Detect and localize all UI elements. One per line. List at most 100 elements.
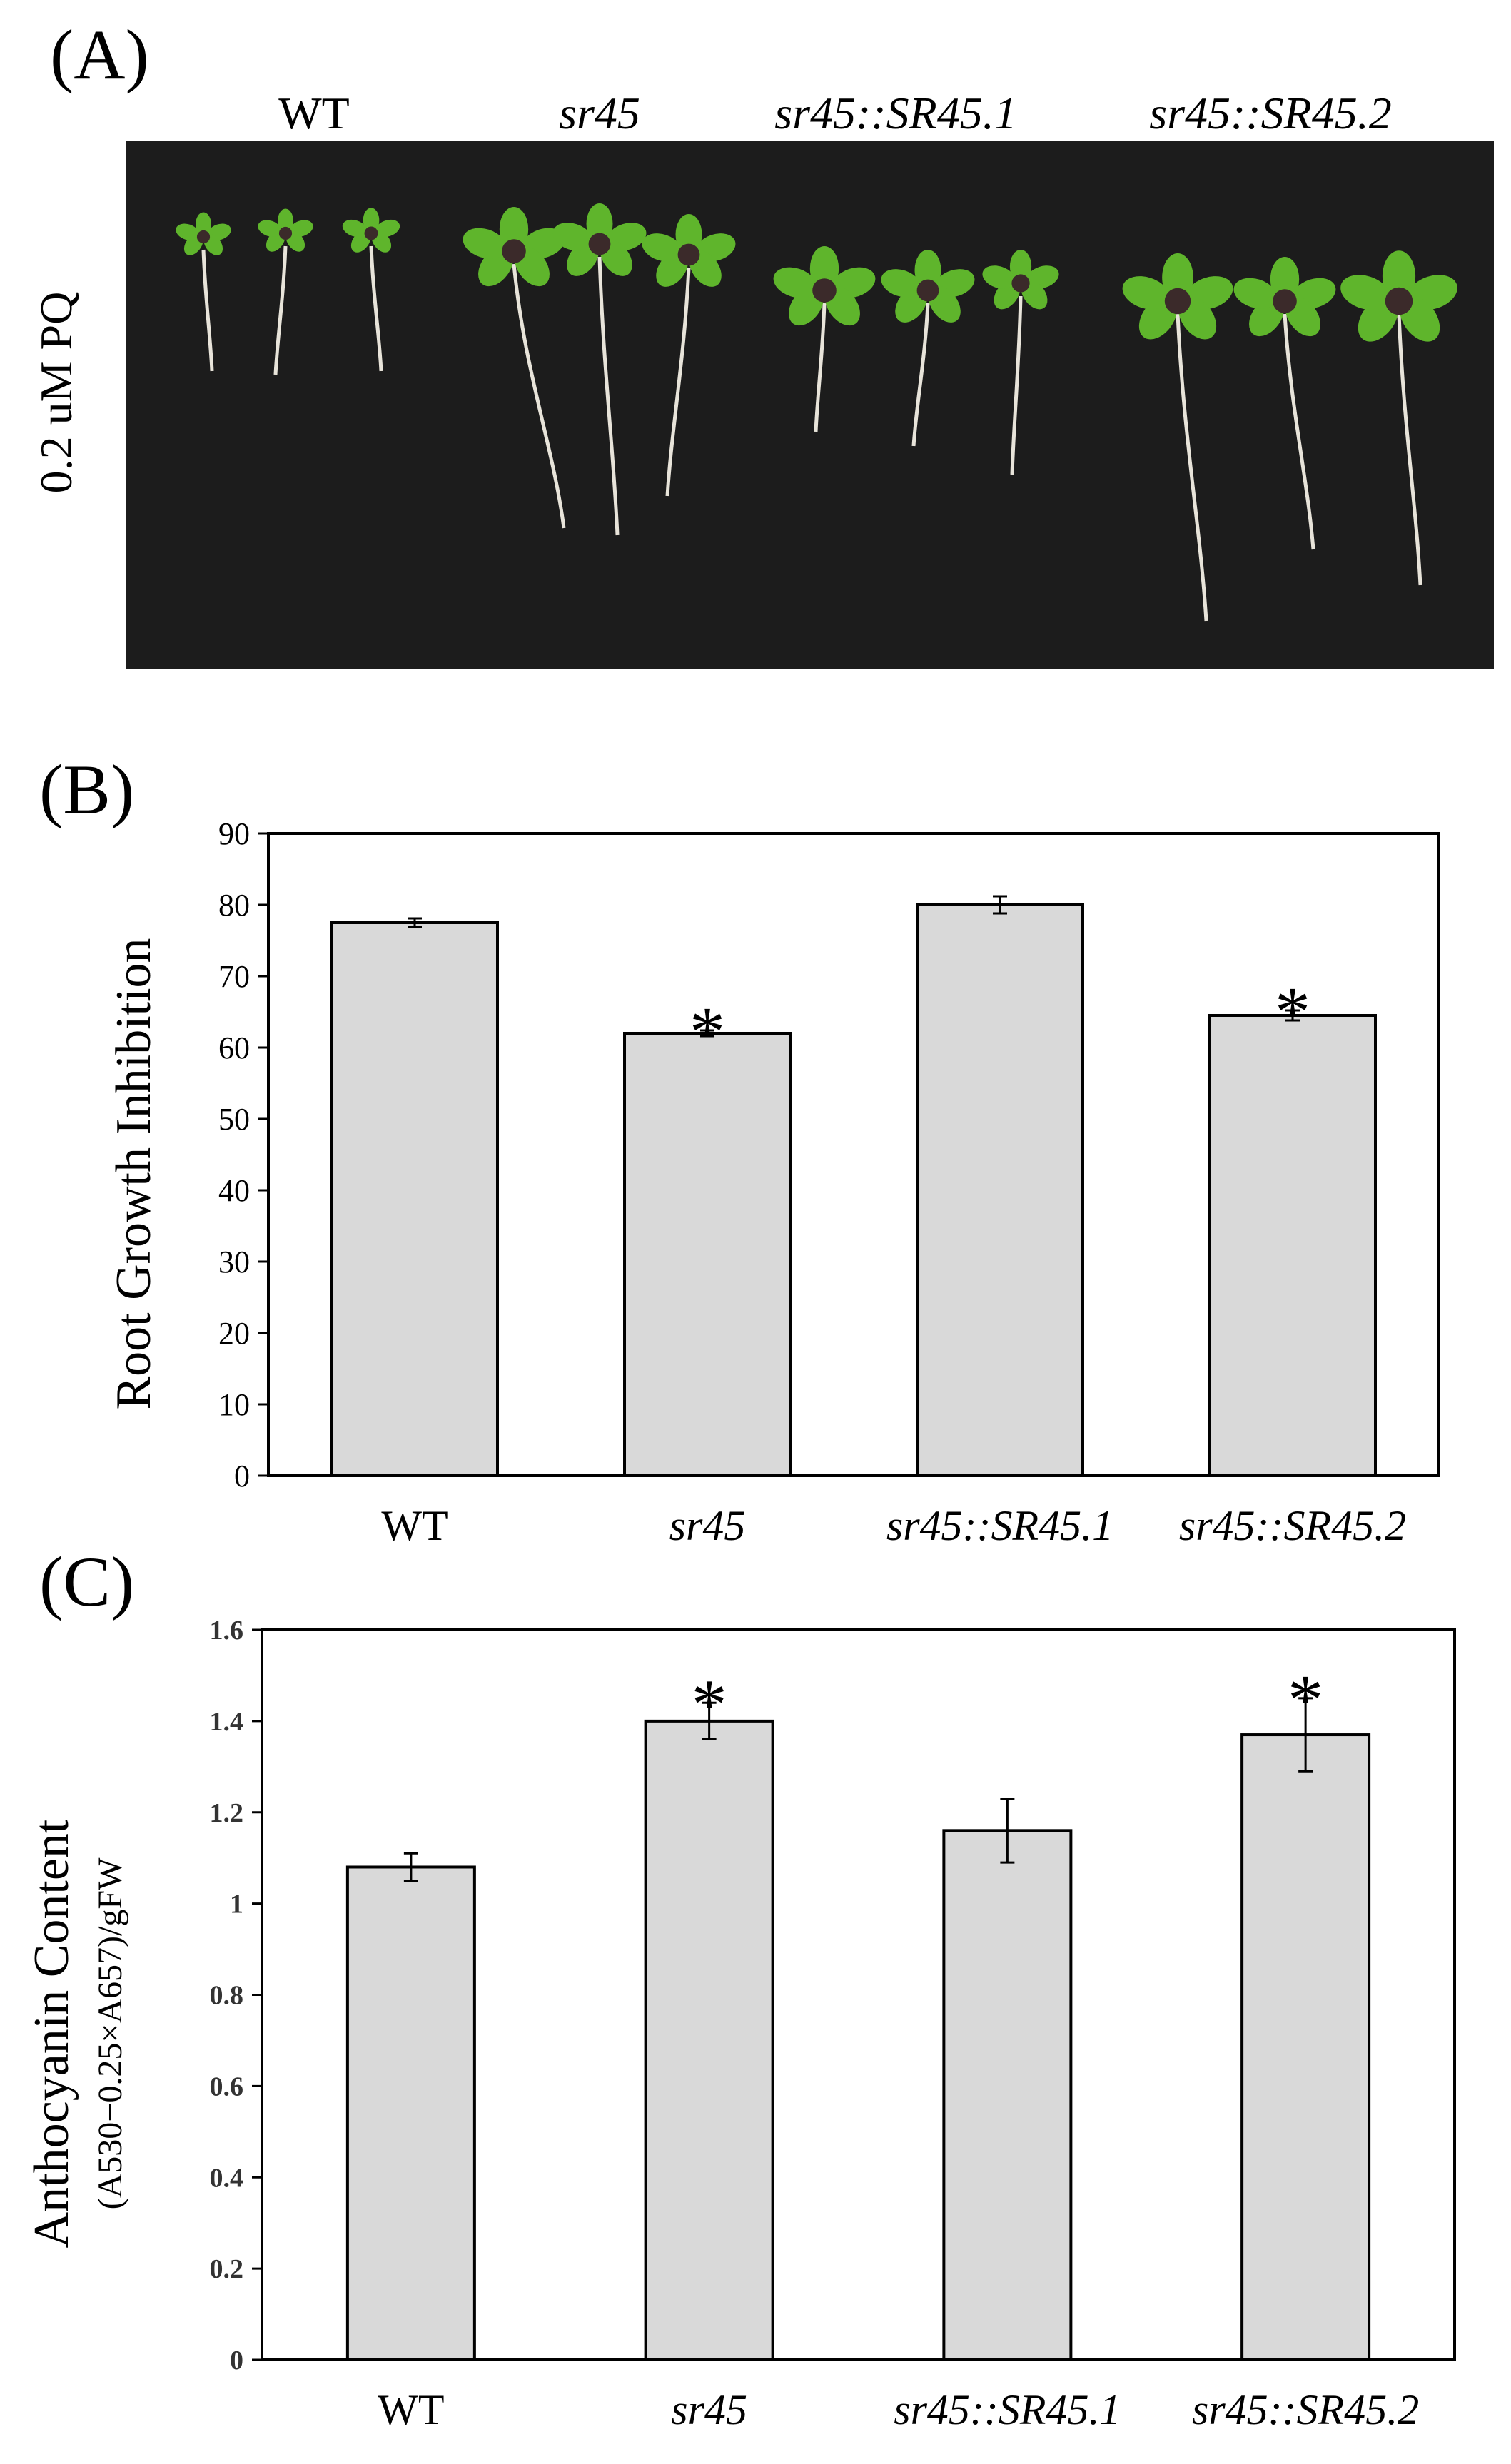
seedling-leaf <box>809 245 839 291</box>
seedling-center <box>588 233 611 255</box>
chart-c-bar-sr45 <box>644 1719 774 2361</box>
seedling-leaf <box>1233 278 1278 309</box>
chart-c-category-label: sr45::SR45.1 <box>894 2386 1121 2433</box>
chart-b-category-label: WT <box>381 1502 448 1549</box>
chart-b-y-tick-label: 20 <box>218 1316 250 1351</box>
seedling-leaf <box>1270 256 1300 302</box>
seedling-root <box>201 249 214 372</box>
chart-b-y-axis-title: Root Growth Inhibition <box>106 938 161 1409</box>
seedling-leaf <box>1340 275 1390 310</box>
seedling-leaf <box>552 223 593 251</box>
seedling-leaf <box>1162 253 1193 302</box>
genotype-label-sr45-sr45-1: sr45::SR45.1 <box>774 88 1017 138</box>
seedling-illustrations <box>176 203 1457 622</box>
condition-label: 0.2 uM PQ <box>31 292 81 494</box>
chart-b-y-tick-label: 30 <box>218 1244 250 1279</box>
chart-c-y-tick-label: 0.2 <box>210 2254 244 2284</box>
chart-c-category-label: sr45::SR45.2 <box>1192 2386 1419 2433</box>
chart-c-y-tick-label: 1.2 <box>210 1798 244 1828</box>
seedling-leaf <box>881 269 921 298</box>
chart-b-plot-frame <box>267 832 1440 1477</box>
seedling-root <box>273 245 288 375</box>
chart-c-y-tick-label: 1.4 <box>210 1707 244 1737</box>
seedling-leaf <box>463 228 507 259</box>
seedling-leaf <box>196 212 211 237</box>
seedling-leaf <box>1009 250 1032 283</box>
seedling-leaf <box>363 208 380 233</box>
seedling-center <box>677 243 700 266</box>
chart-b-bar-wt <box>330 921 499 1477</box>
chart-c-y-tick-label: 0.4 <box>210 2163 244 2193</box>
seedling-leaf <box>642 233 682 262</box>
seedling-center <box>1385 287 1413 315</box>
chart-c-y-axis-subtitle: (A530−0.25×A657)/gFW <box>91 1857 129 2209</box>
chart-b-y-tick-label: 70 <box>218 959 250 994</box>
chart-c-y-axis-title: Anthocyanin Content <box>24 1819 79 2248</box>
seedling-root <box>369 245 383 372</box>
seedling-root <box>1176 313 1208 622</box>
chart-b-bar-sr45-sr45-1 <box>916 903 1084 1477</box>
seedling-center <box>812 278 837 303</box>
seedling-center <box>1273 289 1297 313</box>
genotype-label-sr45-sr45-2: sr45::SR45.2 <box>1149 88 1392 138</box>
seedling-center <box>1164 288 1191 315</box>
seedling-leaf <box>982 265 1015 289</box>
chart-b-y-tick-label: 80 <box>218 888 250 923</box>
chart-b-y-tick-label: 0 <box>234 1459 250 1494</box>
chart-b-bar-sr45 <box>623 1032 792 1477</box>
chart-c-category-label: WT <box>378 2386 444 2433</box>
genotype-label-wt: WT <box>278 88 350 138</box>
panel-b: (B) Root Growth Inhibition 0 10 20 30 40 50 60… <box>39 750 1440 1549</box>
seedling-center <box>364 226 378 240</box>
chart-b-category-label: sr45::SR45.1 <box>886 1502 1113 1549</box>
chart-b-category-label: sr45::SR45.2 <box>1179 1502 1406 1549</box>
seedling-leaf <box>1382 250 1416 302</box>
seedling-root <box>1283 313 1315 550</box>
seedling-leaf <box>914 249 941 291</box>
seedling-photo <box>126 141 1494 669</box>
chart-c-y-tick-label: 0.8 <box>210 1981 244 2011</box>
chart-b-y-tick-label: 60 <box>218 1030 250 1065</box>
chart-c-significance-marker: * <box>1288 1660 1323 1739</box>
seedling-center <box>916 279 939 302</box>
seedling-leaf <box>278 208 293 233</box>
seedling-leaf <box>258 220 282 237</box>
chart-c-significance-marker: * <box>692 1664 727 1743</box>
seedling-leaf <box>499 207 529 252</box>
chart-c-category-label: sr45 <box>671 2386 747 2433</box>
seedling-root <box>911 303 930 447</box>
chart-b-category-label: sr45 <box>669 1502 746 1549</box>
seedling-root <box>1010 295 1023 475</box>
seedling-leaf <box>1122 276 1170 310</box>
panel-c: (C) Anthocyanin Content (A530−0.25×A657)… <box>24 1542 1456 2433</box>
seedling-root <box>1397 313 1422 586</box>
seedling-leaf <box>773 267 817 298</box>
chart-c: 0 0.2 0.4 0.6 0.8 1 1.2 1.4 1.6WT *sr45 sr45::SR45… <box>210 1616 1456 2433</box>
seedling-root <box>814 303 827 432</box>
chart-c-bar-wt <box>345 1865 476 2362</box>
genotype-label-sr45: sr45 <box>559 88 640 138</box>
chart-b-y-tick-label: 50 <box>218 1102 250 1137</box>
chart-c-bar-sr45-sr45-2 <box>1240 1733 1371 2361</box>
chart-b-y-tick-label: 10 <box>218 1387 250 1422</box>
chart-b-y-tick-label: 40 <box>218 1173 250 1208</box>
seedling-root <box>512 263 566 529</box>
seedling-leaf <box>586 203 613 245</box>
chart-c-y-tick-label: 1.6 <box>210 1616 244 1646</box>
panel-c-label: (C) <box>39 1542 134 1621</box>
seedling-center <box>1011 274 1030 293</box>
seedling-root <box>665 267 691 497</box>
panel-a-label: (A) <box>50 15 149 94</box>
chart-c-bar-sr45-sr45-1 <box>942 1829 1073 2361</box>
seedling-center <box>278 226 293 240</box>
chart-b-bar-sr45-sr45-2 <box>1208 1014 1377 1477</box>
panel-a: (A) WT sr45 sr45::SR45.1 sr45::SR45.2 0.… <box>31 15 1494 669</box>
seedling-leaf <box>342 219 367 238</box>
seedling-leaf <box>675 213 702 255</box>
panel-b-label: (B) <box>39 750 134 829</box>
seedling-center <box>196 230 211 244</box>
chart-c-y-tick-label: 0 <box>230 2346 243 2376</box>
seedling-leaf <box>176 223 200 240</box>
